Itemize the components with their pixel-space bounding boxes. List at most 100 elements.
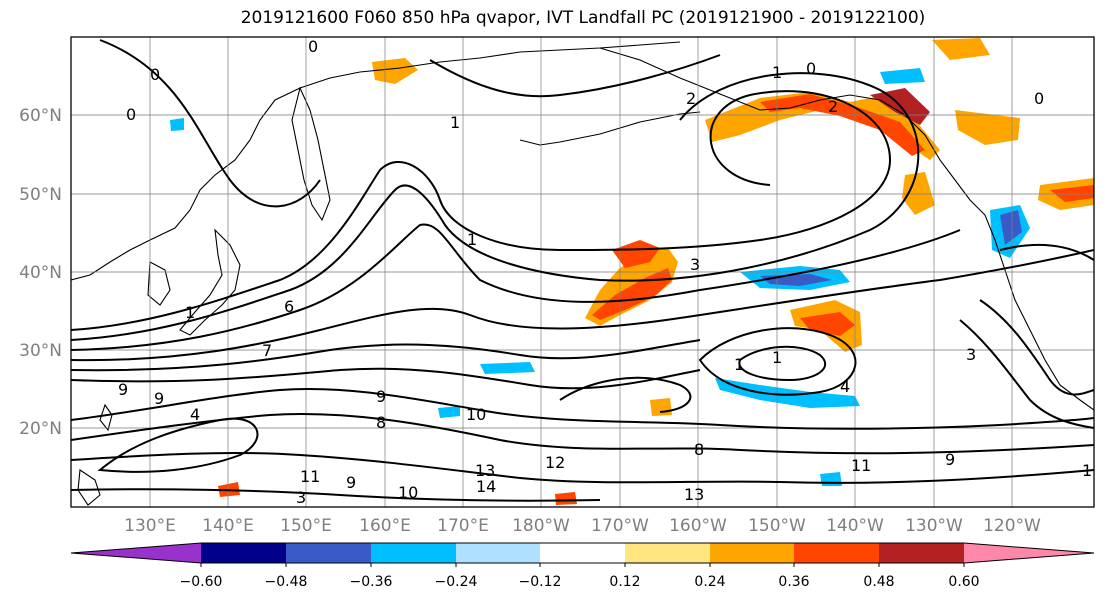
positive-anomaly-patch [760,94,925,156]
colorbar-segment [625,543,710,563]
colorbar-tick-label: −0.24 [435,574,478,590]
positive-anomaly-patch [1050,185,1094,202]
contour-line [71,339,701,372]
contour-line [71,90,892,331]
contour-label: 11 [851,456,871,475]
positive-anomaly-patch [932,38,990,60]
contour-label: 0 [126,105,136,124]
contour-label: 9 [376,387,386,406]
positive-anomaly-patch [705,92,940,160]
contour-line [71,72,920,341]
longitude-labels: 130°E 140°E 150°E 160°E 170°E 180°W 170°… [124,516,1041,536]
contour-label: 1 [450,113,460,132]
contour-label: 13 [475,461,495,480]
japan-coastline [179,228,241,336]
contour-label: 1 [467,230,477,249]
contour-label: 7 [262,341,272,360]
colorbar-segment [794,543,879,563]
lat-label: 30°N [19,341,62,361]
colorbar-segment [879,543,964,563]
lon-label: 150°E [280,516,332,536]
negative-anomaly-patch [820,472,842,486]
contour-label: 0 [806,59,816,78]
contour-line [71,249,1094,362]
contour-label: 10 [398,483,418,502]
contour-label: 8 [376,413,386,432]
contour-label: 11 [300,467,320,486]
asia-coastline [71,41,681,281]
contour-label: 4 [190,405,200,424]
colorbar-tick-label: −0.12 [519,574,562,590]
colorbar-tick-label: 0.24 [694,574,725,590]
colorbar-tick-label: −0.60 [180,574,223,590]
colorbar-tick-label: −0.48 [265,574,308,590]
contour-label: 0 [308,37,318,56]
contour-line [71,388,1094,430]
contour-label: 2 [828,97,838,116]
contour-line [559,376,692,413]
lon-label: 170°E [437,516,489,536]
contour-line [429,54,721,98]
lon-label: 180°W [512,516,570,536]
contour-line [71,223,961,351]
contour-labels: 0 0 2 1 0 2 0 1 1 3 0 6 7 9 9 9 10 4 8 1… [118,37,1092,507]
lon-label: 130°E [124,516,176,536]
contour-line [71,451,1094,484]
contour-label: 1 [1082,461,1092,480]
positive-anomaly-patch [955,110,1020,145]
colorbar-segment [456,543,540,563]
contour-label: 1 [185,303,195,322]
contour-line [738,345,827,382]
colorbar-segment [286,543,371,563]
positive-anomaly-patch [372,58,418,84]
contour-label: 1 [772,348,782,367]
colorbar [70,542,1095,567]
colorbar-tick-label: 0.60 [948,574,979,590]
contour-line [979,299,1094,396]
colorbar-tick-label: −0.36 [350,574,393,590]
contour-line [71,367,701,390]
contour-label: 9 [945,450,955,469]
contour-label: 9 [346,473,356,492]
contour-label: 9 [118,380,128,399]
alaska-coastline [599,47,1094,411]
ivt-contours [71,39,1094,502]
colorbar-segment [710,543,794,563]
korea-coastline [147,261,171,306]
lon-label: 170°W [591,516,649,536]
lat-label: 50°N [19,185,62,205]
colorbar-ticks: −0.60 −0.48 −0.36 −0.24 −0.12 0.12 0.24 … [180,574,980,590]
contour-line [99,39,321,208]
lat-label: 20°N [19,419,62,439]
contour-line [999,243,1094,261]
contour-label: 1 [734,355,744,374]
lon-label: 160°W [669,516,727,536]
colorbar-tick-label: 0.12 [609,574,640,590]
contour-label: 6 [284,297,294,316]
colorbar-segment [540,543,625,563]
negative-anomaly-patch [480,362,535,374]
contour-label: 4 [840,377,850,396]
contour-label: 12 [545,453,565,472]
contour-label: 3 [296,488,306,507]
contour-label: 0 [1034,89,1044,108]
colorbar-segment [371,543,456,563]
contour-line [698,327,857,396]
philippines-coastline [77,469,101,506]
positive-anomaly-patch [902,172,935,215]
contour-label: 0 [150,65,160,84]
lat-label: 40°N [19,263,62,283]
contour-label: 9 [154,389,164,408]
contour-label: 14 [476,477,496,496]
contour-label: 3 [966,345,976,364]
colorbar-segment [71,543,201,563]
positive-anomaly-patch [650,398,672,416]
lon-label: 160°E [359,516,411,536]
map-frame [70,36,1095,508]
contour-label: 3 [690,255,700,274]
positive-anomaly-patch [555,492,577,505]
negative-anomaly-patch [170,118,184,131]
negative-anomaly-patch [880,68,925,84]
latitude-labels: 60°N 50°N 40°N 30°N 20°N [19,106,62,439]
lon-label: 130°W [905,516,963,536]
